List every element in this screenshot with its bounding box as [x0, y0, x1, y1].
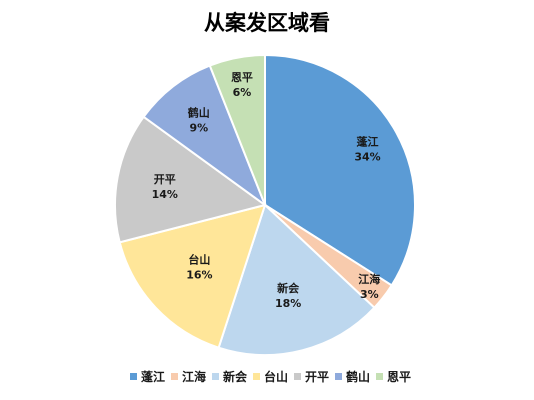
legend-label-1: 蓬江 — [141, 369, 165, 384]
slice-value-label-4: 16% — [186, 269, 212, 282]
slice-value-label-5: 14% — [152, 188, 178, 201]
legend-item-6: 鹤山 — [335, 369, 370, 384]
pie-slice-4 — [118, 203, 267, 349]
slice-label-2: 江海 — [358, 272, 380, 286]
legend-item-5: 开平 — [294, 370, 329, 384]
pie-slice-7 — [208, 53, 266, 206]
legend-item-2: 江海 — [171, 369, 206, 384]
legend-item-7: 恩平 — [376, 369, 411, 384]
legend-swatch-7 — [376, 373, 383, 380]
slice-value-label-7: 6% — [233, 86, 252, 99]
slice-label-6: 鹤山 — [188, 106, 210, 120]
legend-label-2: 江海 — [182, 369, 206, 384]
legend-item-1: 蓬江 — [130, 369, 165, 384]
legend: 蓬江 江海 新会 台山 开平 鹤山 恩平 — [130, 369, 411, 384]
legend-label-5: 开平 — [305, 370, 329, 384]
slice-label-7: 恩平 — [231, 71, 253, 84]
slice-label-3: 新会 — [277, 281, 300, 295]
slice-label-1: 蓬江 — [357, 135, 379, 149]
pie-slice-3 — [217, 203, 376, 356]
legend-label-4: 台山 — [264, 369, 288, 384]
legend-label-6: 鹤山 — [346, 369, 370, 384]
slice-label-4: 台山 — [188, 253, 210, 267]
slice-labels: 蓬江 34% 江海 3% 新会 18% 台山 16% 开平 14% 鹤山 9% 恩平 6% — [152, 71, 381, 310]
slice-value-label-6: 9% — [189, 122, 208, 135]
slice-value-label-2: 3% — [360, 288, 379, 301]
legend-swatch-4 — [253, 373, 260, 380]
slice-value-label-3: 18% — [275, 297, 301, 310]
pie-slices — [114, 53, 416, 356]
legend-swatch-3 — [212, 373, 219, 380]
legend-item-4: 台山 — [253, 369, 288, 384]
legend-swatch-2 — [171, 373, 178, 380]
legend-swatch-5 — [294, 373, 301, 380]
chart-title: 从案发区域看 — [204, 10, 330, 35]
legend-label-3: 新会 — [223, 369, 248, 384]
pie-slice-6 — [142, 64, 268, 208]
slice-value-label-1: 34% — [354, 151, 380, 164]
legend-item-3: 新会 — [212, 369, 248, 384]
slice-label-5: 开平 — [154, 173, 176, 186]
legend-label-7: 恩平 — [387, 369, 411, 384]
pie-slice-5 — [114, 115, 268, 244]
legend-swatch-6 — [335, 373, 342, 380]
legend-swatch-1 — [130, 373, 137, 380]
